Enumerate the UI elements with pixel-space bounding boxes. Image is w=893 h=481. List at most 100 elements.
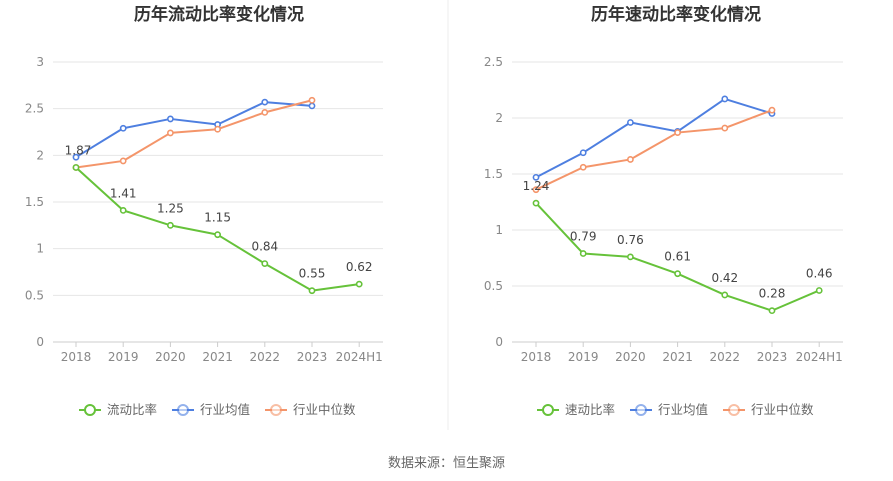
right-data-label: 0.61: [664, 250, 691, 264]
right-series-line-median: [535, 109, 773, 191]
right-data-label: 0.79: [570, 230, 597, 244]
legend-item-current-ratio[interactable]: 流动比率: [79, 402, 157, 417]
left-point-current[interactable]: [308, 287, 316, 295]
left-y-axis: 0 0.5 1 1.5 2 2.5 3: [25, 55, 44, 349]
legend-label-industry-avg: 行业均值: [200, 402, 250, 417]
left-point-current[interactable]: [72, 164, 80, 171]
right-data-labels: 1.24 0.79 0.76 0.61 0.42 0.28 0.46: [523, 179, 833, 301]
right-y-tick-label: 2.5: [484, 55, 503, 69]
right-x-tick-label: 2019: [568, 350, 599, 364]
legend-label-industry-avg-right: 行业均值: [658, 402, 708, 417]
left-point-avg[interactable]: [72, 153, 80, 161]
left-chart-title: 历年流动比率变化情况: [134, 4, 304, 25]
right-data-label: 0.42: [711, 271, 738, 285]
right-x-tick-label: 2023: [757, 350, 788, 364]
right-point-current[interactable]: [627, 253, 634, 261]
legend-item-industry-median[interactable]: 行业中位数: [265, 402, 356, 417]
left-x-tick-label: 2024H1: [336, 350, 383, 364]
left-x-tick-label: 2020: [155, 350, 186, 364]
right-point-median[interactable]: [579, 163, 587, 171]
right-x-tick-label: 2020: [615, 350, 646, 364]
left-point-avg[interactable]: [261, 98, 269, 106]
left-y-tick-label: 3: [36, 55, 44, 69]
legend-marker-current-ratio: [84, 404, 96, 416]
left-y-tick-label: 1.5: [25, 195, 44, 209]
left-x-tick-label: 2022: [250, 350, 281, 364]
legend-label-industry-median-right: 行业中位数: [751, 402, 814, 417]
right-y-tick-label: 0: [495, 335, 503, 349]
left-y-tick-label: 0: [36, 335, 44, 349]
left-series-line-avg: [75, 101, 313, 159]
right-x-tick-label: 2022: [710, 350, 741, 364]
left-point-median[interactable]: [308, 96, 316, 104]
right-data-label: 1.24: [523, 179, 550, 193]
left-point-median[interactable]: [119, 157, 127, 165]
left-chart: 历年流动比率变化情况 0 0.5 1 1.5 2 2.5 3 2018 2019 2020 202…: [25, 4, 383, 417]
left-point-current[interactable]: [214, 231, 221, 239]
legend-marker-industry-avg: [177, 404, 189, 416]
left-x-tick-label: 2023: [297, 350, 328, 364]
right-point-current[interactable]: [579, 250, 587, 257]
right-y-tick-label: 2: [495, 111, 503, 125]
right-point-avg[interactable]: [579, 149, 587, 157]
right-point-current[interactable]: [674, 270, 681, 278]
left-data-label: 1.41: [110, 186, 137, 200]
left-point-current[interactable]: [119, 206, 127, 214]
left-x-tick-label: 2018: [61, 350, 92, 364]
right-point-median[interactable]: [768, 106, 776, 114]
right-point-median[interactable]: [721, 124, 729, 132]
legend-item-industry-avg[interactable]: 行业均值: [172, 402, 250, 417]
left-point-avg[interactable]: [119, 124, 127, 132]
right-x-tick-label: 2018: [521, 350, 552, 364]
left-data-label: 0.55: [299, 267, 326, 281]
right-grid: [512, 61, 843, 343]
legend-marker-industry-median: [270, 404, 282, 416]
left-y-tick-label: 0.5: [25, 288, 44, 302]
right-y-tick-label: 1.5: [484, 167, 503, 181]
left-data-label: 1.25: [157, 201, 184, 215]
left-point-current[interactable]: [261, 260, 269, 267]
right-series-line-avg: [535, 97, 773, 179]
left-grid: [53, 61, 383, 343]
legend-item-industry-avg-right[interactable]: 行业均值: [630, 402, 708, 417]
right-point-current[interactable]: [768, 307, 776, 315]
legend-label-industry-median: 行业中位数: [293, 402, 356, 417]
legend-marker-quick-ratio: [542, 404, 554, 416]
right-x-tick-label: 2021: [662, 350, 693, 364]
right-legend: 速动比率 行业均值 行业中位数: [537, 402, 814, 417]
right-chart: 历年速动比率变化情况 0 0.5 1 1.5 2 2.5 2018 2019 2020 2021…: [484, 4, 843, 417]
right-data-label: 0.76: [617, 233, 644, 247]
left-y-tick-label: 2.5: [25, 102, 44, 116]
left-point-current[interactable]: [166, 221, 174, 229]
right-chart-title: 历年速动比率变化情况: [591, 4, 761, 25]
right-point-median[interactable]: [674, 129, 681, 136]
legend-item-quick-ratio[interactable]: 速动比率: [537, 402, 615, 417]
right-y-axis: 0 0.5 1 1.5 2 2.5: [484, 55, 503, 349]
right-y-tick-label: 1: [495, 223, 503, 237]
left-point-median[interactable]: [214, 125, 221, 133]
right-point-current[interactable]: [815, 287, 823, 294]
left-point-current[interactable]: [355, 280, 363, 288]
right-point-avg[interactable]: [627, 119, 634, 126]
left-point-avg[interactable]: [308, 102, 316, 110]
legend-marker-industry-avg-right: [635, 404, 647, 416]
legend-item-industry-median-right[interactable]: 行业中位数: [723, 402, 814, 417]
left-series-line-median: [75, 99, 313, 169]
legend-marker-industry-median-right: [728, 404, 740, 416]
left-x-tick-label: 2021: [202, 350, 233, 364]
left-legend: 流动比率 行业均值 行业中位数: [79, 402, 356, 417]
right-data-label: 0.28: [759, 287, 786, 301]
left-x-axis: 2018 2019 2020 2021 2022 2023 2024H1: [61, 342, 383, 364]
right-point-avg[interactable]: [532, 173, 540, 181]
right-point-avg[interactable]: [721, 95, 729, 103]
left-point-median[interactable]: [166, 129, 174, 137]
right-data-label: 0.46: [806, 266, 833, 280]
right-point-current[interactable]: [721, 291, 729, 299]
right-point-median[interactable]: [532, 186, 540, 194]
left-point-avg[interactable]: [166, 115, 174, 123]
right-point-median[interactable]: [627, 156, 634, 163]
left-point-median[interactable]: [261, 109, 269, 116]
left-data-label: 1.87: [65, 143, 92, 157]
right-point-current[interactable]: [532, 199, 540, 207]
legend-label-quick-ratio: 速动比率: [565, 402, 615, 417]
